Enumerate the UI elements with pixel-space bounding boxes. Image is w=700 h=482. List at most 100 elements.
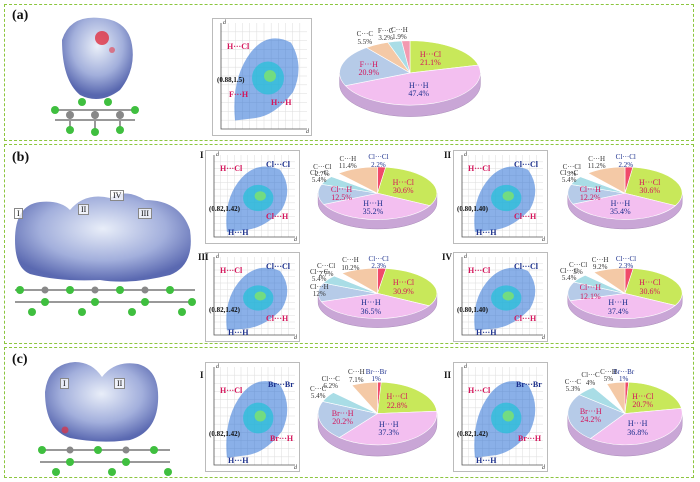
fingerprint-roman-cI: I (200, 370, 204, 380)
fragment-label-b-2: II (78, 204, 90, 215)
fingerprint-label-bIII-3: H···H (228, 328, 249, 337)
pie-label-bI-4: Cl···C (310, 168, 329, 177)
fingerprint-label-bII-0: H···Cl (468, 164, 491, 173)
pie-annotation-cII-3: Br···H 24.2% (579, 406, 602, 425)
pie-svg-a (339, 40, 481, 117)
pie-annotation-bIV-2: H···H 37.4% (607, 298, 629, 316)
fragment-label-c-2: II (114, 378, 126, 389)
fingerprint-plot-cI: H···Cl Br···Br Br···H H···H (0.82,1.42) d d (205, 362, 300, 472)
axis-label-de-bIV: d (542, 335, 545, 341)
pie-label-bI-6: C···H (339, 155, 357, 164)
fingerprint-label-cII-0: H···Cl (468, 386, 491, 395)
pie-label-cII-1: H···Cl (632, 391, 654, 401)
pie-svg-cI (317, 381, 438, 457)
fingerprint-grid-cII (461, 367, 543, 466)
pie-slice-cI-1 (377, 381, 438, 414)
fingerprint-point-bII: (0.80,1.40) (457, 205, 488, 213)
pie-value-a-3: 5.5% (357, 37, 373, 46)
fingerprint-plot-bI: H···Cl Cl···Cl Cl···H H···H (0.82,1.42) d d (205, 150, 300, 244)
pie-annotation-bII-1: H···Cl 30.6% (639, 177, 661, 196)
pie-label-bIV-6: C···H (591, 255, 609, 264)
pie-label-bII-5: C···Cl (562, 162, 581, 171)
axis-label-di-bIII: d (216, 254, 219, 260)
pie-value-bIII-5: 2.7% (318, 269, 334, 278)
fingerprint-roman-bI: I (200, 150, 204, 160)
pie-slice-bIV-6 (593, 267, 626, 294)
axis-label-di-bIV: d (464, 254, 467, 260)
fingerprint-roman-bIII: III (198, 252, 209, 262)
pie-slice-cI-2 (338, 410, 438, 446)
pie-label-bII-6: C···H (588, 155, 605, 164)
pie-slice-bII-2 (572, 192, 677, 220)
axis-label-de-a: d (306, 129, 309, 135)
fingerprint-label-bII-3: H···H (476, 228, 497, 237)
pie-annotation-cI-1: H···Cl 22.8% (386, 392, 407, 410)
pie-annotation-cII-2: H···H 36.8% (627, 419, 648, 437)
pie-slice-cI-6 (351, 381, 378, 415)
pie-slice-cII-1 (624, 381, 682, 414)
hirshfeld-surface-c (38, 362, 172, 476)
pie-svg-bIV (567, 267, 683, 328)
pie-chart-bIII: Cl···Cl 2.3% H···Cl 30.9% H···H 36.5% Cl···H 12… (310, 252, 445, 342)
pie-value-cI-6: 7.1% (349, 375, 364, 384)
pie-annotation-cII-5: Cl···C 4% (581, 371, 599, 387)
pie-annotation-bIII-1: H···Cl 30.9% (393, 278, 414, 296)
pie-value-bII-6: 11.2% (587, 162, 606, 171)
pie-chart-bII: Cl···Cl 2.2% H···Cl 30.6% H···H 35.4% Cl···H 12… (560, 150, 690, 244)
fingerprint-label-bIV-2: Cl···H (514, 314, 537, 323)
pie-label-bIII-0: Cl···Cl (368, 254, 389, 263)
pie-value-bIII-3: 12% (312, 290, 326, 299)
pie-label-cI-2: H···H (378, 419, 399, 429)
axis-label-de-cII: d (542, 465, 545, 471)
pie-value-bII-5: 3% (567, 169, 577, 178)
pie-label-a-3: C···C (356, 30, 373, 39)
pie-annotation-a-4: F···C 3.2% (378, 27, 394, 43)
pie-annotation-bII-5: C···Cl 3% (562, 162, 581, 179)
pie-annotation-cI-3: Br···H 20.2% (331, 408, 354, 427)
fingerprint-grid-a (220, 23, 307, 130)
pie-chart-bIV: Cl···Cl 2.3% H···Cl 30.6% H···H 37.4% Cl···H 12… (560, 252, 690, 342)
pie-label-bIII-4: Cl···C (310, 267, 329, 276)
pie-label-cII-3: Br···H (579, 406, 602, 416)
fingerprint-roman-bII: II (444, 150, 452, 160)
fingerprint-grid-bII (461, 155, 543, 238)
pie-value-bIV-5: 3% (573, 268, 583, 277)
pie-slice-cII-2 (589, 408, 683, 446)
pie-value-bIV-2: 37.4% (607, 306, 629, 316)
pie-annotation-bIII-4: Cl···C 5.4% (310, 267, 329, 284)
fingerprint-label-a-0: H···Cl (227, 42, 250, 51)
pie-value-a-5: 1.9% (392, 33, 407, 42)
pie-label-cII-0: Br···Br (613, 367, 635, 376)
pie-value-bIV-4: 5.4% (561, 274, 577, 283)
pie-value-bI-3: 12.5% (331, 193, 352, 203)
pie-annotation-bIII-0: Cl···Cl 2.3% (368, 254, 389, 271)
pie-value-cII-5: 4% (585, 378, 596, 387)
pie-slice-a-1 (344, 64, 481, 106)
pie-label-bII-2: H···H (610, 198, 631, 208)
pie-annotation-bIV-5: C···Cl 3% (569, 261, 587, 277)
pie-label-cII-2: H···H (627, 419, 648, 429)
pie-label-bIII-6: C···H (342, 256, 359, 265)
fingerprint-plot-a: H···Cl F···H H···H (0.88,1.5) d d (212, 18, 312, 136)
pie-label-cI-3: Br···H (331, 408, 354, 418)
pie-label-cI-5: Cl···C (321, 374, 340, 383)
pie-annotation-bI-0: Cl···Cl 2.2% (368, 153, 388, 169)
pie-label-a-1: H···H (408, 80, 429, 90)
axis-label-di-bI: d (216, 152, 219, 158)
pie-annotation-bI-5: C···Cl 2.7% (313, 163, 331, 179)
pie-value-bI-2: 35.2% (362, 207, 384, 217)
fingerprint-label-bII-2: Cl···H (514, 212, 537, 221)
pie-value-bIII-2: 36.5% (360, 306, 382, 316)
fingerprint-grid-bIV (461, 257, 543, 336)
fingerprint-label-bIV-1: Cl···Cl (514, 262, 539, 271)
fingerprint-plot-cII: H···Cl Br···Br Br···H H···H (0.82,1.42) d d (453, 362, 548, 472)
fingerprint-point-cI: (0.82,1.42) (209, 430, 240, 438)
panel-label-a: (a) (12, 8, 29, 23)
pie-label-a-2: F···H (359, 59, 378, 69)
fingerprint-label-bIII-1: Cl···Cl (266, 262, 291, 271)
fingerprint-label-a-1: F···H (229, 90, 249, 99)
pie-annotation-bII-2: H···H 35.4% (610, 198, 631, 217)
pie-annotation-cI-5: Cl···C 6.2% (321, 374, 340, 391)
pie-label-bII-1: H···Cl (639, 177, 661, 187)
